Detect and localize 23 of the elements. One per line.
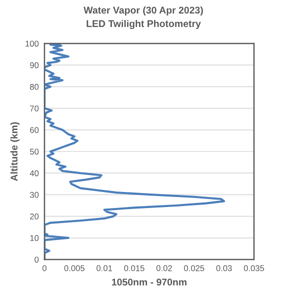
- y-tick-label: 20: [30, 214, 39, 220]
- y-tick-label: 50: [30, 148, 39, 155]
- y-tick-label: 70: [30, 106, 39, 112]
- y-tick-label: 100: [26, 40, 39, 47]
- y-tick-label: 90: [30, 62, 39, 68]
- x-tick-label: 0.01: [96, 265, 112, 272]
- y-tick-label: 80: [30, 84, 39, 90]
- chart-title: Water Vapor (30 Apr 2023): [84, 6, 203, 16]
- y-tick-label: 0: [34, 256, 39, 263]
- y-tick-label: 30: [30, 192, 39, 198]
- y-tick-label: 10: [30, 235, 39, 241]
- y-tick-label: 60: [30, 127, 39, 133]
- x-tick-label: 0.015: [124, 265, 144, 272]
- x-tick-label: 0: [42, 265, 46, 272]
- y-tick-label: 40: [30, 170, 39, 176]
- y-axis-title: Altitude (km): [10, 122, 20, 181]
- x-axis-title: 1050nm - 970nm: [112, 278, 186, 286]
- x-tick-label: 0.005: [64, 265, 84, 272]
- x-tick-label: 0.025: [184, 265, 204, 272]
- chart-subtitle: LED Twilight Photometry: [86, 20, 201, 30]
- x-tick-label: 0.035: [244, 265, 264, 272]
- x-tick-label: 0.02: [156, 265, 172, 272]
- x-tick-label: 0.03: [216, 265, 232, 272]
